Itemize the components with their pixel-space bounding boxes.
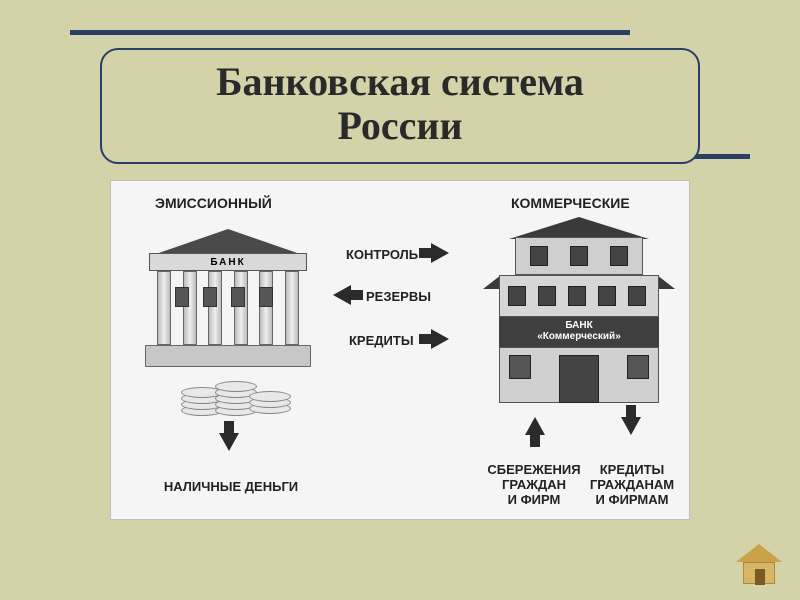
emission-bank-sign: БАНК xyxy=(149,253,307,271)
arrow-savings xyxy=(525,417,545,435)
coins-icon xyxy=(181,377,301,427)
emission-header: ЭМИССИОННЫЙ xyxy=(155,195,272,211)
home-icon xyxy=(736,544,782,562)
flow-credits: КРЕДИТЫ xyxy=(349,333,414,348)
flow-loans: КРЕДИТЫ ГРАЖДАНАМ И ФИРМАМ xyxy=(577,463,687,508)
commercial-header: КОММЕРЧЕСКИЕ xyxy=(511,195,630,211)
home-button[interactable] xyxy=(736,542,782,584)
flow-cash: НАЛИЧНЫЕ ДЕНЬГИ xyxy=(151,479,311,494)
title-line1: Банковская система xyxy=(216,59,584,104)
arrow-credits xyxy=(431,329,449,349)
commercial-sign-1: БАНК xyxy=(499,320,659,331)
emission-bank-icon: БАНК xyxy=(143,229,313,369)
flow-control: КОНТРОЛЬ xyxy=(346,247,418,262)
flow-savings: СБЕРЕЖЕНИЯ ГРАЖДАН И ФИРМ xyxy=(479,463,589,508)
commercial-bank-icon: БАНК «Коммерческий» xyxy=(489,217,669,407)
commercial-sign-2: «Коммерческий» xyxy=(499,331,659,342)
banking-diagram: ЭМИССИОННЫЙ КОММЕРЧЕСКИЕ БАНК xyxy=(110,180,690,520)
arrow-cash xyxy=(219,433,239,451)
top-rule xyxy=(70,30,630,35)
page-title: Банковская система России xyxy=(122,60,678,148)
arrow-reserves xyxy=(333,285,351,305)
title-box: Банковская система России xyxy=(100,48,700,164)
arrow-control xyxy=(431,243,449,263)
flow-reserves: РЕЗЕРВЫ xyxy=(366,289,431,304)
home-icon-body xyxy=(743,562,775,584)
title-line2: России xyxy=(337,103,462,148)
arrow-loans xyxy=(621,417,641,435)
